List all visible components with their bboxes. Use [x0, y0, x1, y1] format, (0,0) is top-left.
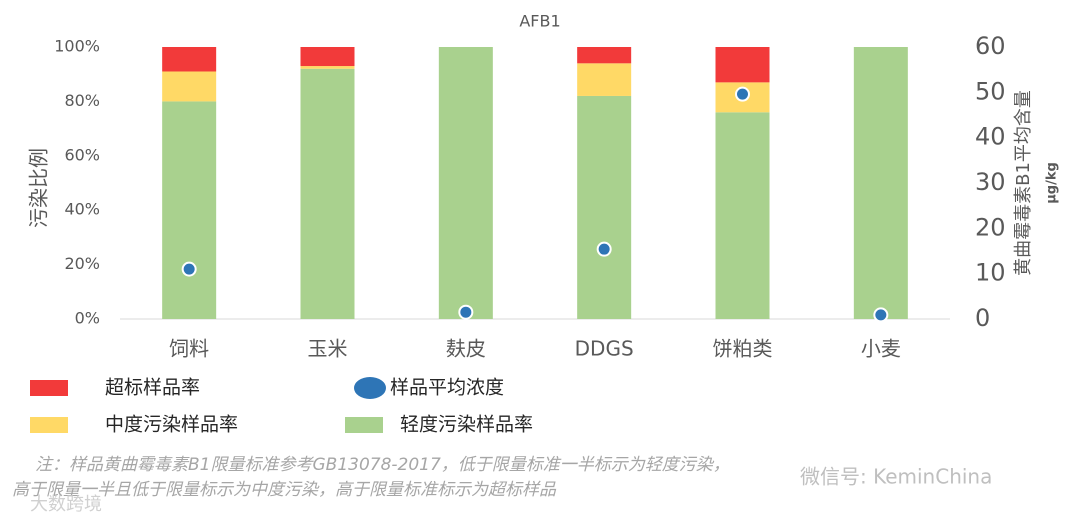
legend-label: 样品平均浓度: [390, 377, 504, 399]
point: [181, 261, 197, 277]
bar-segment: [162, 101, 217, 320]
y-tick-label: 20%: [64, 254, 100, 273]
x-tick-label: 饼粕类: [713, 337, 773, 361]
point: [873, 307, 889, 323]
legend-label: 中度污染样品率: [105, 414, 238, 436]
point: [458, 304, 474, 320]
bar-segment: [162, 71, 217, 102]
point: [596, 241, 612, 257]
chart-title: AFB1: [519, 12, 560, 31]
bar-segment: [300, 66, 355, 69]
y2-tick-label: 50: [975, 77, 1006, 105]
y-tick-label: 60%: [64, 145, 100, 164]
y-tick-label: 100%: [54, 37, 100, 56]
bar-segment: [577, 47, 632, 64]
y-tick-label: 80%: [64, 91, 100, 110]
y2-tick-label: 40: [975, 123, 1006, 151]
y2-tick-label: 30: [975, 168, 1006, 196]
legend-swatch: [30, 417, 68, 433]
bar-segment: [577, 95, 632, 320]
x-tick-label: 麸皮: [446, 337, 486, 361]
x-tick-label: 饲料: [169, 337, 209, 361]
x-tick-label: DDGS: [575, 337, 634, 361]
x-tick-label: 小麦: [861, 337, 901, 361]
note: 注：样品黄曲霉毒素B1限量标准参考GB13078-2017，低于限量标准一半标示…: [35, 455, 730, 475]
watermark: 大数跨境: [30, 494, 102, 515]
legend-swatch: [345, 417, 383, 433]
y2-tick-label: 10: [975, 259, 1006, 287]
y2-tick-label: 20: [975, 213, 1006, 241]
bar-segment: [162, 47, 217, 72]
y2-axis-title: 黄曲霉毒素B1平均含量: [1013, 90, 1034, 276]
y2-axis-unit: μg/kg: [1045, 162, 1060, 204]
x-tick-label: 玉米: [308, 337, 348, 361]
legend-swatch: [30, 380, 68, 396]
bar-segment: [577, 63, 632, 96]
bar-segment: [438, 47, 493, 319]
point: [735, 86, 750, 102]
bar-segment: [853, 47, 908, 319]
y-tick-label: 40%: [64, 200, 100, 219]
y-axis-title: 污染比例: [27, 148, 51, 228]
bar-segment: [715, 47, 770, 83]
legend-swatch: [354, 377, 386, 399]
y2-tick-label: 60: [975, 32, 1006, 60]
y-tick-label: 0%: [75, 309, 100, 328]
bar-segment: [715, 112, 770, 319]
bar-segment: [300, 47, 355, 67]
note: 高于限量一半且低于限量标示为中度污染，高于限量标准标示为超标样品: [12, 480, 557, 500]
bar-segment: [300, 68, 355, 319]
legend-label: 轻度污染样品率: [400, 414, 533, 436]
legend-label: 超标样品率: [105, 377, 200, 399]
y2-tick-label: 0: [975, 304, 990, 332]
watermark: 微信号: KeminChina: [800, 465, 992, 489]
